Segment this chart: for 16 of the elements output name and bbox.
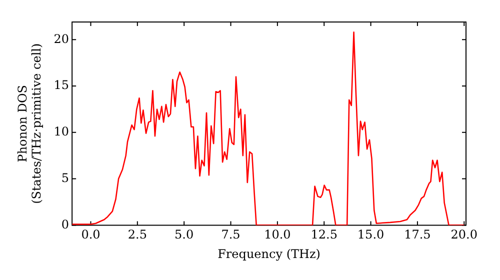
x-axis-title: Frequency (THz)	[218, 246, 320, 261]
y-tick-label: 15	[54, 78, 70, 92]
y-tick-label: 10	[54, 124, 70, 139]
x-tick-label: 7.5	[221, 228, 240, 242]
y-tick-label: 20	[54, 32, 70, 46]
x-tick-label: 2.5	[128, 228, 147, 242]
x-tick-label: 15.0	[357, 228, 384, 242]
x-tick-label: 12.5	[310, 228, 338, 242]
x-tick-label: 10.0	[264, 228, 291, 242]
x-tick-label: 5.0	[174, 228, 194, 242]
x-tick-label: 17.5	[404, 228, 431, 242]
x-tick-label: 20.0	[450, 228, 478, 242]
y-tick-label: 0	[61, 217, 70, 232]
x-tick-label: 0.0	[81, 228, 100, 242]
y-axis-title: Phonon DOS (States/THz·primitive cell)	[15, 43, 44, 204]
y-tick-label: 5	[61, 170, 70, 185]
